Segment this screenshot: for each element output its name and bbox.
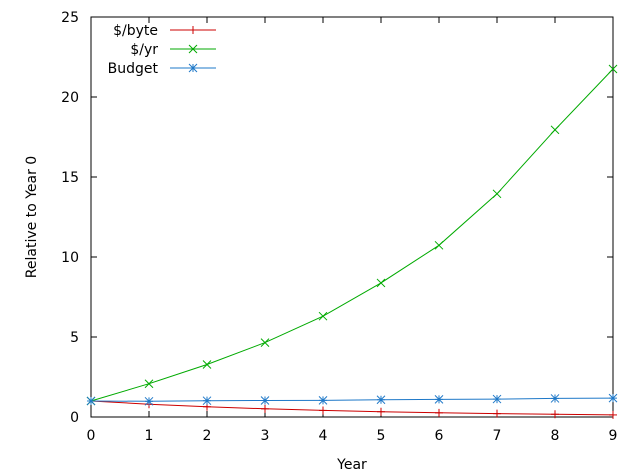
series-line (90, 400, 614, 416)
x-axis: 0 1 2 3 4 5 6 7 8 9 (87, 17, 618, 444)
data-point (492, 394, 502, 404)
data-point (318, 311, 328, 321)
series-2 (86, 393, 618, 406)
legend-label: Budget (108, 61, 159, 77)
data-point (261, 404, 269, 413)
data-point (202, 360, 212, 369)
plot-frame (90, 16, 614, 418)
data-point (377, 407, 385, 416)
data-point (550, 394, 560, 403)
data-point (144, 379, 154, 389)
series-layer (86, 64, 618, 419)
legend: $/byte $/yr Budget (108, 23, 216, 77)
data-point (551, 410, 559, 419)
legend-marker (188, 44, 198, 54)
x-tick-label: 2 (203, 428, 212, 444)
data-point (608, 64, 618, 74)
y-axis: 0 5 10 15 20 25 (61, 10, 613, 426)
data-point (434, 240, 444, 250)
data-point (318, 396, 328, 405)
y-tick-label: 20 (61, 90, 79, 106)
y-tick-label: 5 (70, 330, 79, 346)
y-tick-label: 10 (61, 250, 79, 266)
y-tick-label: 25 (61, 10, 79, 26)
series-1 (86, 64, 618, 406)
data-point (144, 396, 154, 406)
data-point (376, 395, 386, 405)
plot-border (90, 16, 614, 418)
x-axis-label: Year (336, 457, 367, 473)
x-tick-label: 7 (493, 428, 502, 444)
x-tick-label: 9 (609, 428, 618, 444)
x-tick-label: 6 (435, 428, 444, 444)
series-line (90, 68, 614, 402)
data-point (493, 409, 501, 418)
data-point (609, 410, 617, 419)
x-tick-label: 8 (551, 428, 560, 444)
y-tick-label: 0 (70, 410, 79, 426)
data-point (260, 338, 270, 347)
x-tick-label: 1 (145, 428, 154, 444)
data-point (202, 396, 212, 406)
data-point (492, 189, 502, 199)
data-point (550, 125, 560, 135)
data-point (608, 393, 618, 403)
series-line (90, 397, 614, 402)
y-tick-label: 15 (61, 170, 79, 186)
data-point (319, 406, 327, 415)
data-point (86, 396, 96, 406)
data-point (434, 395, 444, 404)
legend-marker (188, 63, 198, 73)
legend-label: $/yr (130, 42, 158, 58)
x-tick-label: 3 (261, 428, 270, 444)
x-tick-label: 4 (319, 428, 328, 444)
y-axis-label: Relative to Year 0 (24, 156, 40, 278)
data-point (376, 278, 386, 288)
data-point (435, 408, 443, 417)
data-point (260, 396, 270, 405)
legend-label: $/byte (113, 23, 158, 39)
x-tick-label: 0 (87, 428, 96, 444)
legend-marker (189, 26, 197, 34)
x-tick-label: 5 (377, 428, 386, 444)
